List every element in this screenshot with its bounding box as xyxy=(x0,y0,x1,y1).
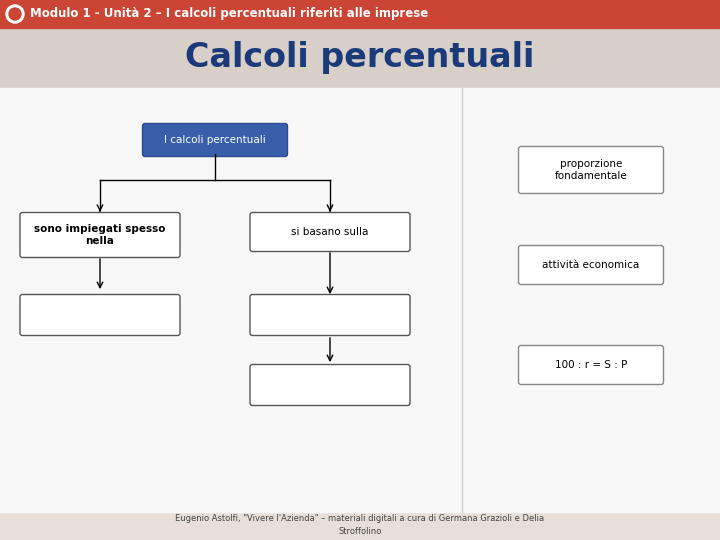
FancyBboxPatch shape xyxy=(250,213,410,252)
FancyBboxPatch shape xyxy=(518,346,664,384)
Text: proporzione
fondamentale: proporzione fondamentale xyxy=(554,159,627,181)
FancyBboxPatch shape xyxy=(20,294,180,335)
Bar xyxy=(0,0,720,28)
FancyBboxPatch shape xyxy=(518,146,664,193)
FancyBboxPatch shape xyxy=(250,364,410,406)
Text: attività economica: attività economica xyxy=(542,260,639,270)
Text: I calcoli percentuali: I calcoli percentuali xyxy=(164,135,266,145)
FancyBboxPatch shape xyxy=(518,246,664,285)
FancyBboxPatch shape xyxy=(20,213,180,258)
Circle shape xyxy=(6,5,24,23)
FancyBboxPatch shape xyxy=(250,294,410,335)
Bar xyxy=(0,28,720,88)
Text: Calcoli percentuali: Calcoli percentuali xyxy=(185,42,535,75)
Text: sono impiegati spesso
nella: sono impiegati spesso nella xyxy=(35,224,166,246)
Text: Modulo 1 - Unità 2 – I calcoli percentuali riferiti alle imprese: Modulo 1 - Unità 2 – I calcoli percentua… xyxy=(30,8,428,21)
Text: 100 : r = S : P: 100 : r = S : P xyxy=(555,360,627,370)
FancyBboxPatch shape xyxy=(143,124,287,157)
Text: Eugenio Astolfi, "Vivere l'Azienda" – materiali digitali a cura di Germana Grazi: Eugenio Astolfi, "Vivere l'Azienda" – ma… xyxy=(176,514,544,536)
Text: si basano sulla: si basano sulla xyxy=(292,227,369,237)
Circle shape xyxy=(9,8,21,20)
Bar xyxy=(0,88,720,512)
